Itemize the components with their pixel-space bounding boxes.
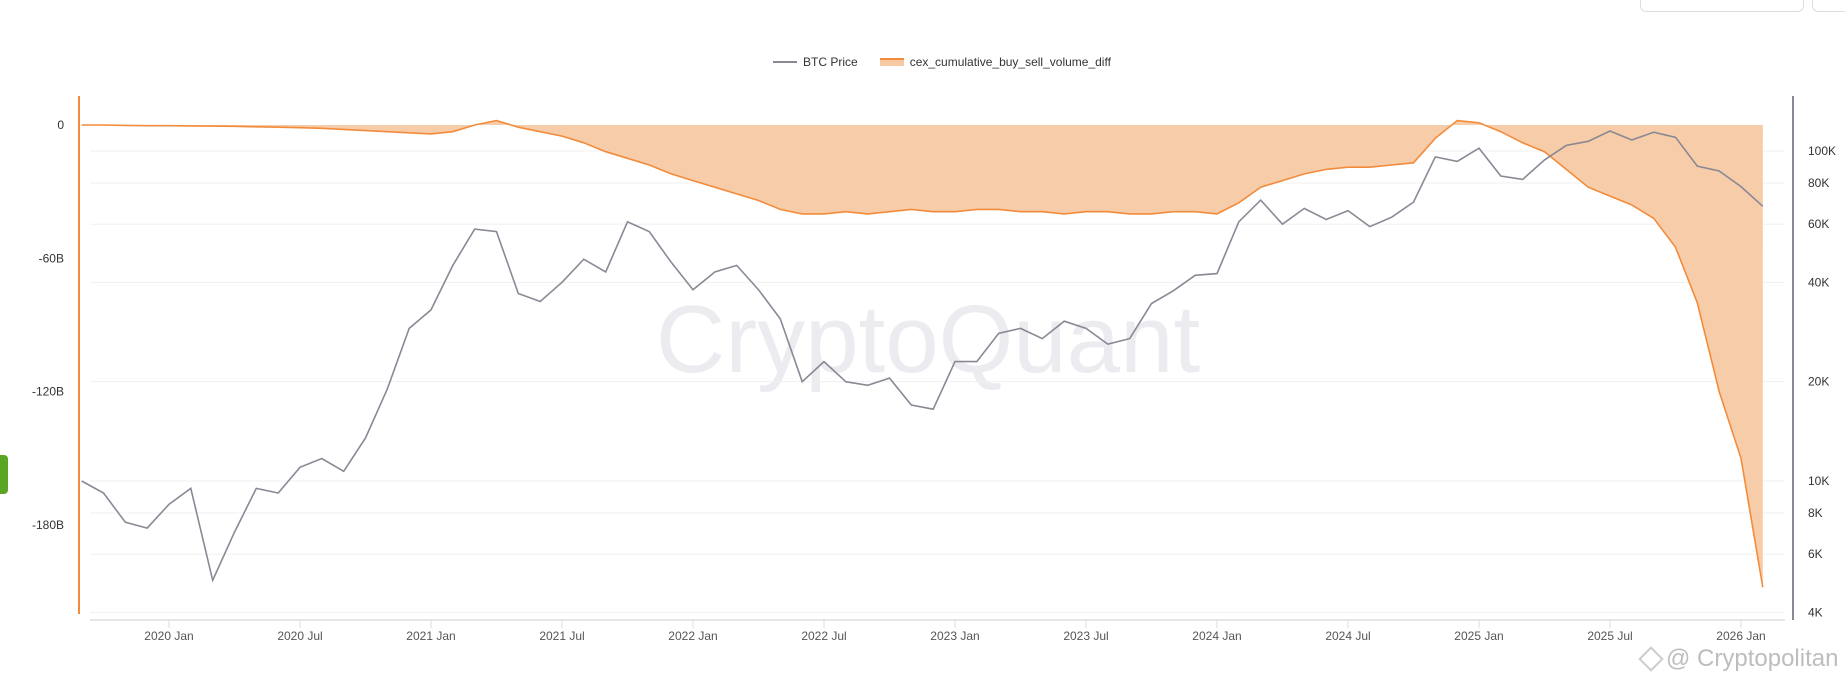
left-axis-tick-label: -180B xyxy=(32,518,64,532)
right-axis-tick-label: 40K xyxy=(1808,275,1829,289)
x-axis-tick-label: 2021 Jul xyxy=(539,629,584,643)
x-axis-tick-label: 2023 Jan xyxy=(930,629,979,643)
x-axis-tick-label: 2025 Jul xyxy=(1587,629,1632,643)
x-axis-tick-label: 2025 Jan xyxy=(1454,629,1503,643)
feedback-tab[interactable] xyxy=(0,455,8,494)
x-axis-tick-label: 2022 Jul xyxy=(801,629,846,643)
date-range-selector[interactable] xyxy=(1640,0,1804,12)
left-axis-tick-label: 0 xyxy=(57,118,64,132)
binance-logo-icon xyxy=(1638,646,1664,672)
left-axis-tick-label: -60B xyxy=(39,251,64,265)
cex-diff-area xyxy=(81,120,1763,588)
legend-label-btc: BTC Price xyxy=(803,55,858,69)
x-axis-tick-label: 2024 Jul xyxy=(1325,629,1370,643)
legend: BTC Price cex_cumulative_buy_sell_volume… xyxy=(773,55,1133,69)
legend-item-btc-price[interactable]: BTC Price xyxy=(773,55,858,69)
settings-button[interactable] xyxy=(1812,0,1845,12)
btc-price-line xyxy=(81,130,1764,583)
x-axis-tick-label: 2021 Jan xyxy=(406,629,455,643)
x-axis-tick-label: 2026 Jan xyxy=(1716,629,1765,643)
cryptoquant-watermark: CryptoQuant xyxy=(656,286,1200,393)
legend-item-cex-diff[interactable]: cex_cumulative_buy_sell_volume_diff xyxy=(879,55,1111,69)
legend-swatch-cex xyxy=(879,58,904,66)
watermark-text: @ Cryptopolitan xyxy=(1666,645,1839,672)
cryptopolitan-watermark: @ Cryptopolitan xyxy=(1638,645,1839,672)
x-axis-tick-label: 2024 Jan xyxy=(1192,629,1241,643)
x-axis-tick-label: 2020 Jul xyxy=(277,629,322,643)
right-axis-tick-label: 100K xyxy=(1808,144,1836,158)
left-axis-tick-label: -120B xyxy=(32,385,64,399)
legend-swatch-btc xyxy=(773,61,797,63)
x-axis-tick-label: 2020 Jan xyxy=(144,629,193,643)
cex-diff-line xyxy=(81,119,1764,588)
right-axis-tick-label: 20K xyxy=(1808,375,1829,389)
right-axis-tick-label: 10K xyxy=(1808,474,1829,488)
x-axis-tick-label: 2023 Jul xyxy=(1063,629,1108,643)
legend-label-cex: cex_cumulative_buy_sell_volume_diff xyxy=(909,55,1111,69)
right-axis-tick-label: 4K xyxy=(1808,605,1823,619)
right-axis-tick-label: 60K xyxy=(1808,217,1829,231)
x-axis-tick-label: 2022 Jan xyxy=(668,629,717,643)
right-axis-tick-label: 6K xyxy=(1808,547,1823,561)
right-axis-tick-label: 80K xyxy=(1808,176,1829,190)
right-axis-tick-label: 8K xyxy=(1808,506,1823,520)
